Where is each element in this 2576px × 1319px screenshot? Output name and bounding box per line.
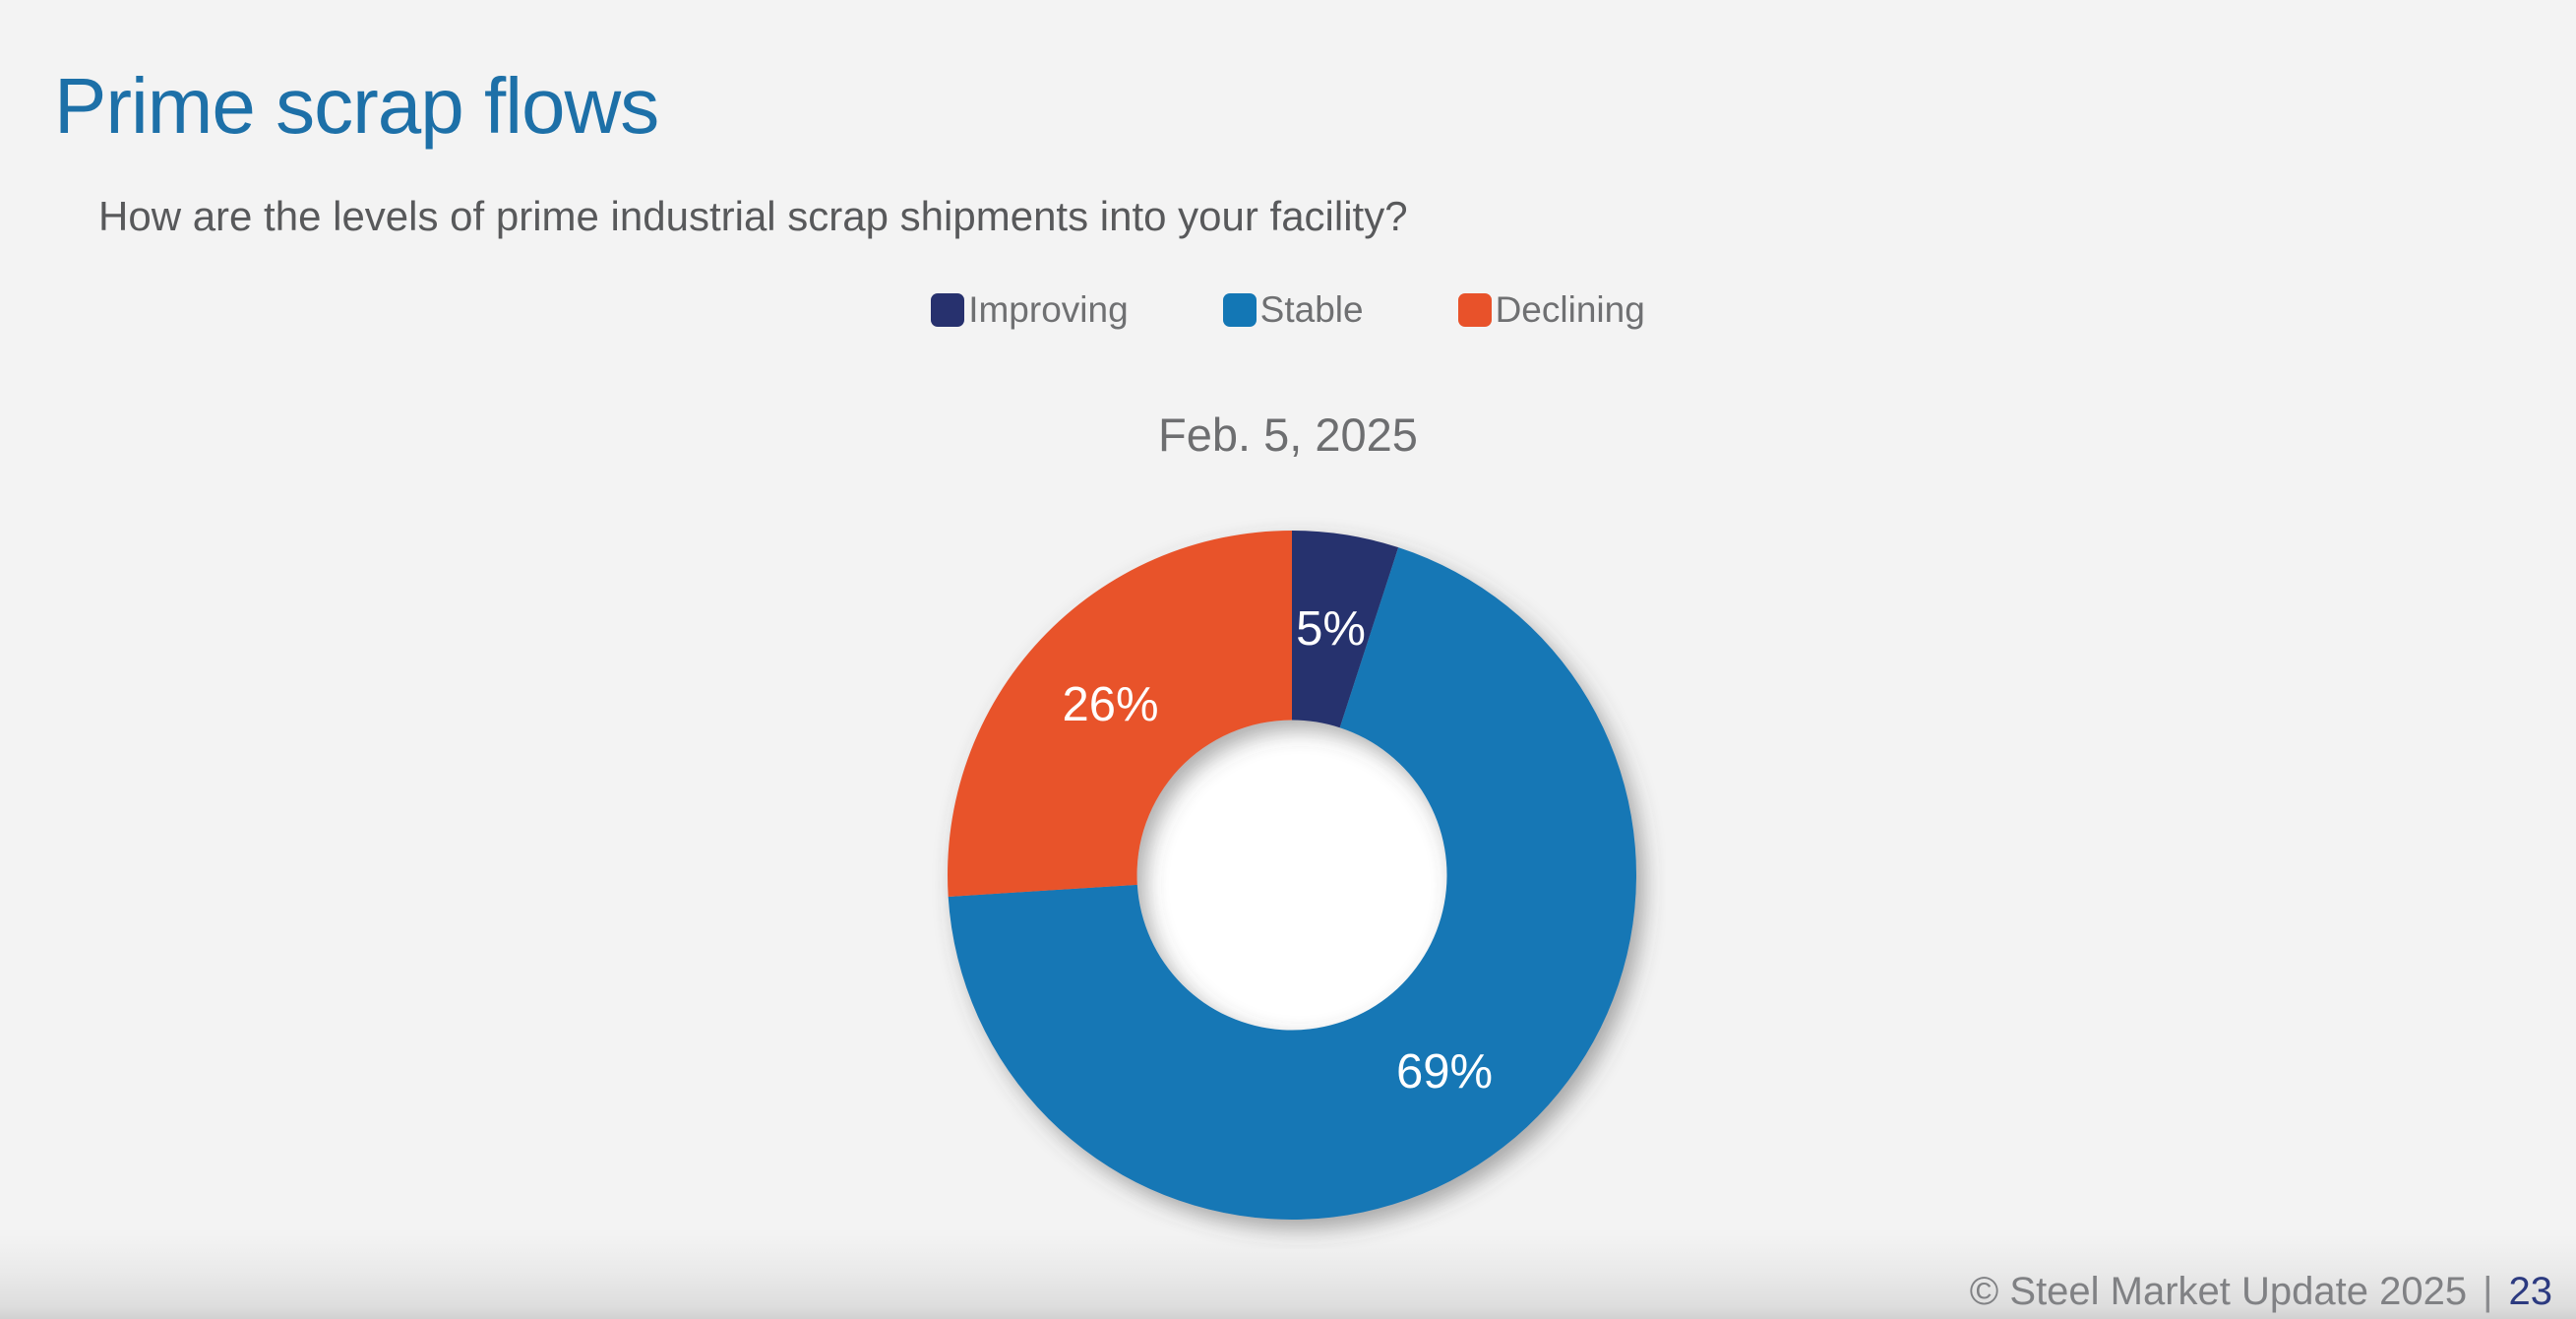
legend-swatch-declining bbox=[1457, 293, 1492, 327]
footer-separator: | bbox=[2483, 1270, 2493, 1313]
donut-slice-improving bbox=[1292, 531, 1399, 728]
legend-item-declining: Declining bbox=[1457, 289, 1645, 331]
data-label-stable: 69% bbox=[1396, 1045, 1493, 1099]
legend-label: Improving bbox=[968, 289, 1129, 330]
donut-hole bbox=[1136, 720, 1447, 1031]
legend-item-stable: Stable bbox=[1222, 289, 1364, 331]
chart-date-title: Feb. 5, 2025 bbox=[1158, 408, 1418, 461]
footer: © Steel Market Update 2025 | 23 bbox=[1970, 1270, 2552, 1314]
legend-item-improving: Improving bbox=[931, 289, 1129, 331]
data-label-improving: 5% bbox=[1296, 602, 1366, 656]
donut-chart: 5% 69% 26% bbox=[918, 501, 1666, 1249]
donut-slice-stable bbox=[948, 547, 1636, 1220]
chart-legend: Improving Stable Declining bbox=[0, 289, 2576, 331]
survey-question: How are the levels of prime industrial s… bbox=[98, 193, 1408, 239]
footer-gradient-band bbox=[0, 1234, 2576, 1319]
page-title: Prime scrap flows bbox=[54, 61, 659, 150]
legend-label: Declining bbox=[1495, 289, 1645, 330]
donut-slice-declining bbox=[947, 531, 1292, 897]
legend-swatch-improving bbox=[931, 293, 965, 327]
legend-label: Stable bbox=[1259, 289, 1364, 330]
page-number: 23 bbox=[2508, 1270, 2553, 1313]
data-label-declining: 26% bbox=[1062, 678, 1158, 731]
copyright-text: © Steel Market Update 2025 bbox=[1969, 1270, 2468, 1313]
donut-chart-svg: 5% 69% 26% bbox=[947, 531, 1636, 1220]
legend-swatch-stable bbox=[1222, 293, 1257, 327]
